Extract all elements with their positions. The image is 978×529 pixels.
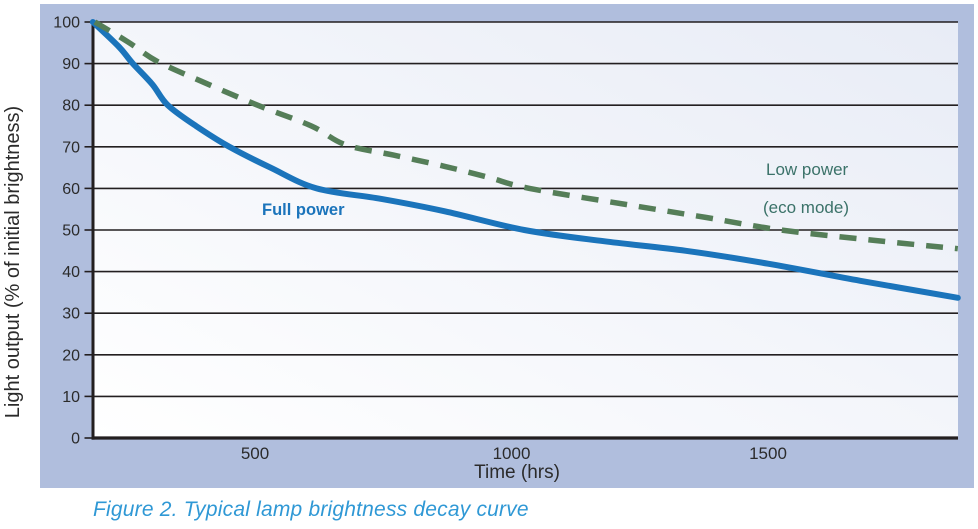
eco-mode-curve xyxy=(93,19,959,252)
y-tick-label: 80 xyxy=(62,98,80,115)
y-axis-tick-labels: 0 10 20 30 40 50 60 70 80 90 100 xyxy=(53,15,80,448)
y-axis-title: Light output (% of initial brightness) xyxy=(2,106,24,418)
x-axis-tick-labels: 500 1000 1500 xyxy=(241,444,787,463)
x-axis-title: Time (hrs) xyxy=(474,462,560,483)
low-power-label: Low power xyxy=(766,160,849,179)
figure-caption: Figure 2. Typical lamp brightness decay … xyxy=(93,498,529,521)
y-tick-label: 40 xyxy=(62,264,80,281)
y-tick-label: 100 xyxy=(53,15,80,32)
full-power-label: Full power xyxy=(262,201,345,219)
eco-mode-label: (eco mode) xyxy=(763,198,849,217)
y-tick-label: 90 xyxy=(62,56,80,73)
x-tick-label: 1000 xyxy=(493,444,531,463)
y-tick-label: 60 xyxy=(62,181,80,198)
y-axis-tick-marks xyxy=(84,21,92,439)
y-tick-label: 70 xyxy=(62,139,80,156)
full-power-curve xyxy=(89,19,961,301)
y-tick-label: 50 xyxy=(62,223,80,240)
y-tick-label: 0 xyxy=(71,431,80,448)
y-tick-label: 20 xyxy=(62,347,80,364)
x-tick-label: 1500 xyxy=(749,444,787,463)
y-tick-label: 10 xyxy=(62,389,80,406)
x-tick-label: 500 xyxy=(241,444,269,463)
y-tick-label: 30 xyxy=(62,306,80,323)
